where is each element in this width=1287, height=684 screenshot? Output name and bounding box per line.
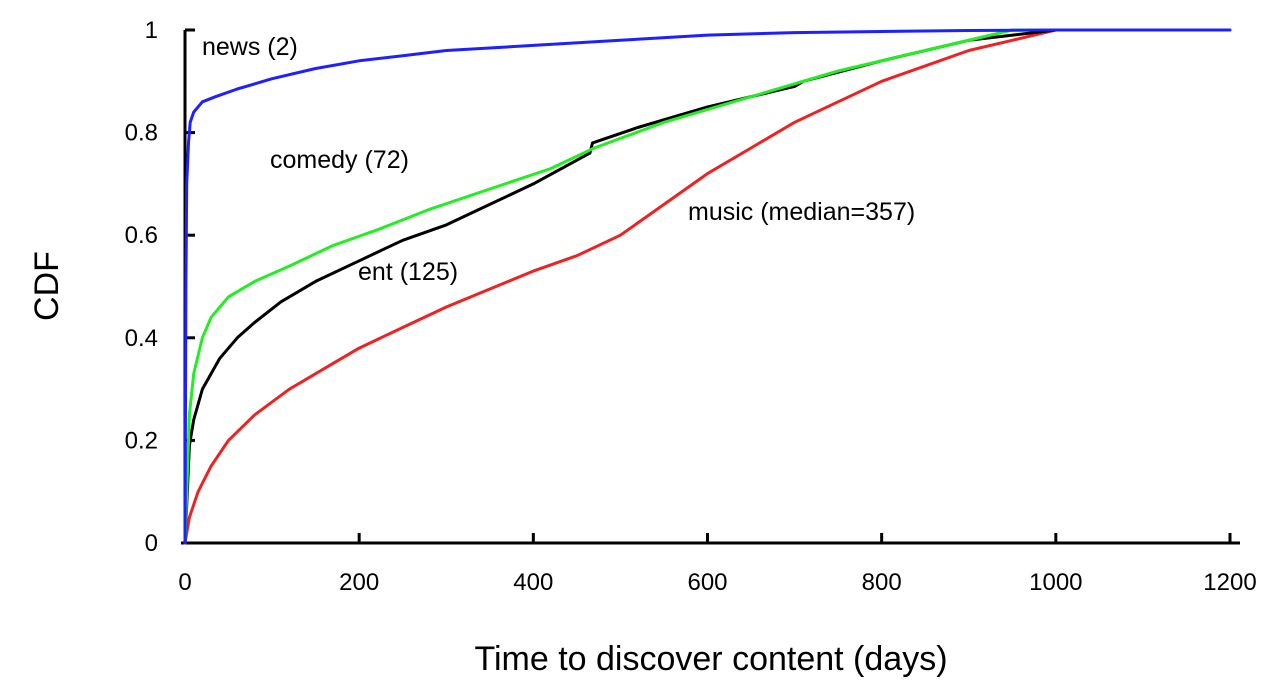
x-tick-label: 200: [339, 569, 379, 596]
series-line-ent: [183, 28, 1058, 545]
annotation-comedy: comedy (72): [270, 146, 409, 174]
series-line-comedy: [183, 28, 1058, 545]
y-tick-label: 0.4: [125, 325, 158, 352]
y-tick-label: 0.6: [125, 222, 158, 249]
x-tick-label: 1000: [1029, 569, 1082, 596]
annotation-ent: ent (125): [358, 258, 458, 286]
y-axis-title: CDF: [28, 251, 66, 321]
x-tick-label: 400: [513, 569, 553, 596]
series-layer: [183, 28, 1232, 545]
x-tick-label: 1200: [1203, 569, 1256, 596]
annotation-music: music (median=357): [688, 198, 915, 226]
x-tick-label: 800: [862, 569, 902, 596]
y-tick-label: 0.8: [125, 120, 158, 147]
y-tick-label: 0: [145, 530, 158, 557]
series-line-news: [183, 28, 1232, 545]
annotation-news: news (2): [202, 33, 298, 61]
series-line-music: [183, 28, 1136, 545]
x-tick-label: 600: [687, 569, 727, 596]
x-ticks: 0 200 400 600 800 1000 1200: [178, 533, 1257, 596]
y-tick-label: 1: [145, 17, 158, 44]
x-tick-label: 0: [178, 569, 191, 596]
y-tick-label: 0.2: [125, 427, 158, 454]
y-ticks: 0 0.2 0.4 0.6 0.8 1: [125, 17, 195, 557]
x-axis-title: Time to discover content (days): [474, 640, 947, 678]
axes: 0 200 400 600 800 1000 1200 0 0.2 0.4 0.6 0.8 1: [125, 17, 1257, 596]
